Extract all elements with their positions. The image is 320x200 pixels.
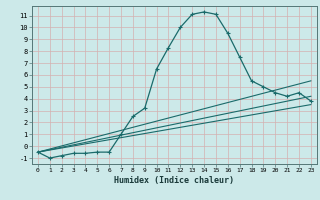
- X-axis label: Humidex (Indice chaleur): Humidex (Indice chaleur): [115, 176, 234, 185]
